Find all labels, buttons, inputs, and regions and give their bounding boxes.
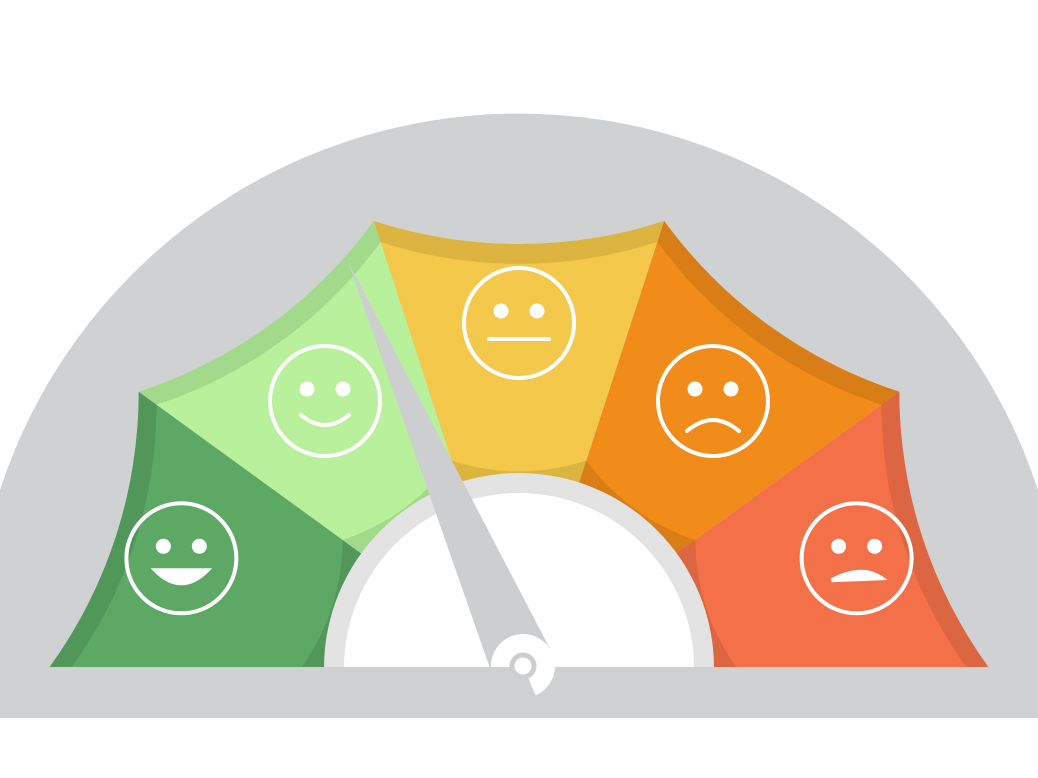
face-eye-right: [867, 538, 883, 554]
face-eye-left: [299, 381, 315, 397]
segment-inner-rim-very-sad: [672, 539, 737, 668]
face-mouth: [150, 568, 213, 586]
segment-outer-rim-happy: [138, 221, 381, 405]
gauge-center: [0, 473, 1038, 718]
segment-happy: [138, 221, 461, 557]
needle-pivot-icon: [509, 652, 537, 680]
face-eye-left: [155, 538, 171, 554]
segment-very-happy: [49, 391, 366, 668]
segment-outer-rim-sad: [657, 221, 900, 405]
face-eye-right: [529, 303, 545, 319]
segment-inner-rim-happy: [342, 460, 461, 557]
face-very-happy-icon: [124, 501, 239, 616]
segment-very-sad: [672, 391, 989, 668]
face-mouth: [684, 418, 741, 434]
face-mouth: [299, 413, 352, 428]
segment-inner-rim-very-happy: [301, 539, 366, 668]
gauge-needle: [348, 262, 555, 696]
segment-sad: [577, 221, 900, 557]
face-eye-right: [191, 538, 207, 554]
center-dial: [344, 493, 694, 668]
face-very-sad-icon: [799, 501, 914, 616]
gauge-faces: [124, 266, 914, 616]
face-eye-left: [831, 538, 847, 554]
segment-outer-rim-neutral: [373, 221, 665, 264]
segment-neutral: [373, 221, 665, 497]
face-mouth: [830, 569, 888, 583]
needle-pointer: [348, 262, 553, 679]
segment-inner-rim-sad: [577, 460, 696, 557]
face-eye-left: [687, 381, 703, 397]
face-happy-icon: [268, 344, 383, 459]
face-sad-icon: [655, 344, 770, 459]
face-eye-left: [493, 303, 509, 319]
face-eye-right: [335, 381, 351, 397]
face-neutral-icon: [462, 266, 576, 380]
face-eye-right: [723, 381, 739, 397]
